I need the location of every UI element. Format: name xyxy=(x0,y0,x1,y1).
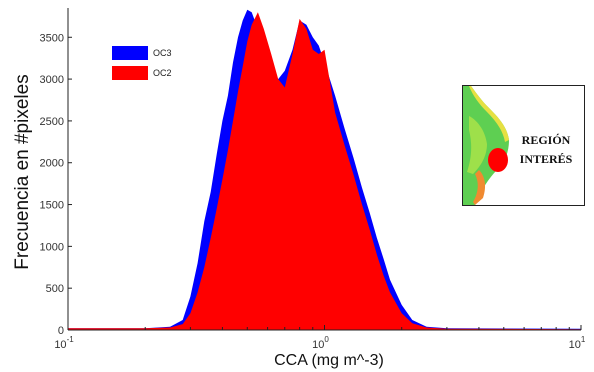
inset-label: REGIÓN INTERÉS xyxy=(509,131,583,169)
inset-label-line1: REGIÓN xyxy=(521,133,571,147)
inset-map xyxy=(463,86,584,205)
y-tick-label: 2000 xyxy=(40,158,64,170)
x-tick-label: 101 xyxy=(569,335,586,351)
y-tick-label: 1500 xyxy=(40,200,64,212)
y-tick-label: 0 xyxy=(58,325,64,337)
x-tick-label: 10-1 xyxy=(54,335,74,351)
inset-interest-region xyxy=(488,148,508,172)
legend-swatch-oc3 xyxy=(112,46,148,60)
axes xyxy=(67,8,582,331)
y-tick-label: 3500 xyxy=(40,32,64,44)
region-of-interest-inset: REGIÓN INTERÉS xyxy=(462,85,585,206)
x-tick-label: 100 xyxy=(312,335,329,351)
y-tick-label: 3000 xyxy=(40,74,64,86)
legend: OC3 OC2 xyxy=(112,46,172,80)
inset-label-line2: INTERÉS xyxy=(519,152,573,166)
plot-area xyxy=(68,9,581,330)
inset-green-patch xyxy=(467,116,487,174)
legend-label-oc3: OC3 xyxy=(153,48,172,58)
inset-orange-edge xyxy=(473,170,486,205)
inset-coastal-yellow xyxy=(469,86,509,142)
tick-labels: 0 500 1000 1500 2000 2500 3000 3500 10-1 100 101 xyxy=(40,32,586,351)
legend-label-oc2: OC2 xyxy=(153,68,172,78)
y-tick-label: 2500 xyxy=(40,116,64,128)
y-tick-label: 1000 xyxy=(40,241,64,253)
histogram-series-oc2 xyxy=(68,12,581,330)
y-tick-label: 500 xyxy=(46,283,64,295)
x-axis-title: CCA (mg m^-3) xyxy=(274,352,384,369)
y-axis-title: Frecuencia en #pixeles xyxy=(12,74,33,269)
legend-swatch-oc2 xyxy=(112,66,148,80)
